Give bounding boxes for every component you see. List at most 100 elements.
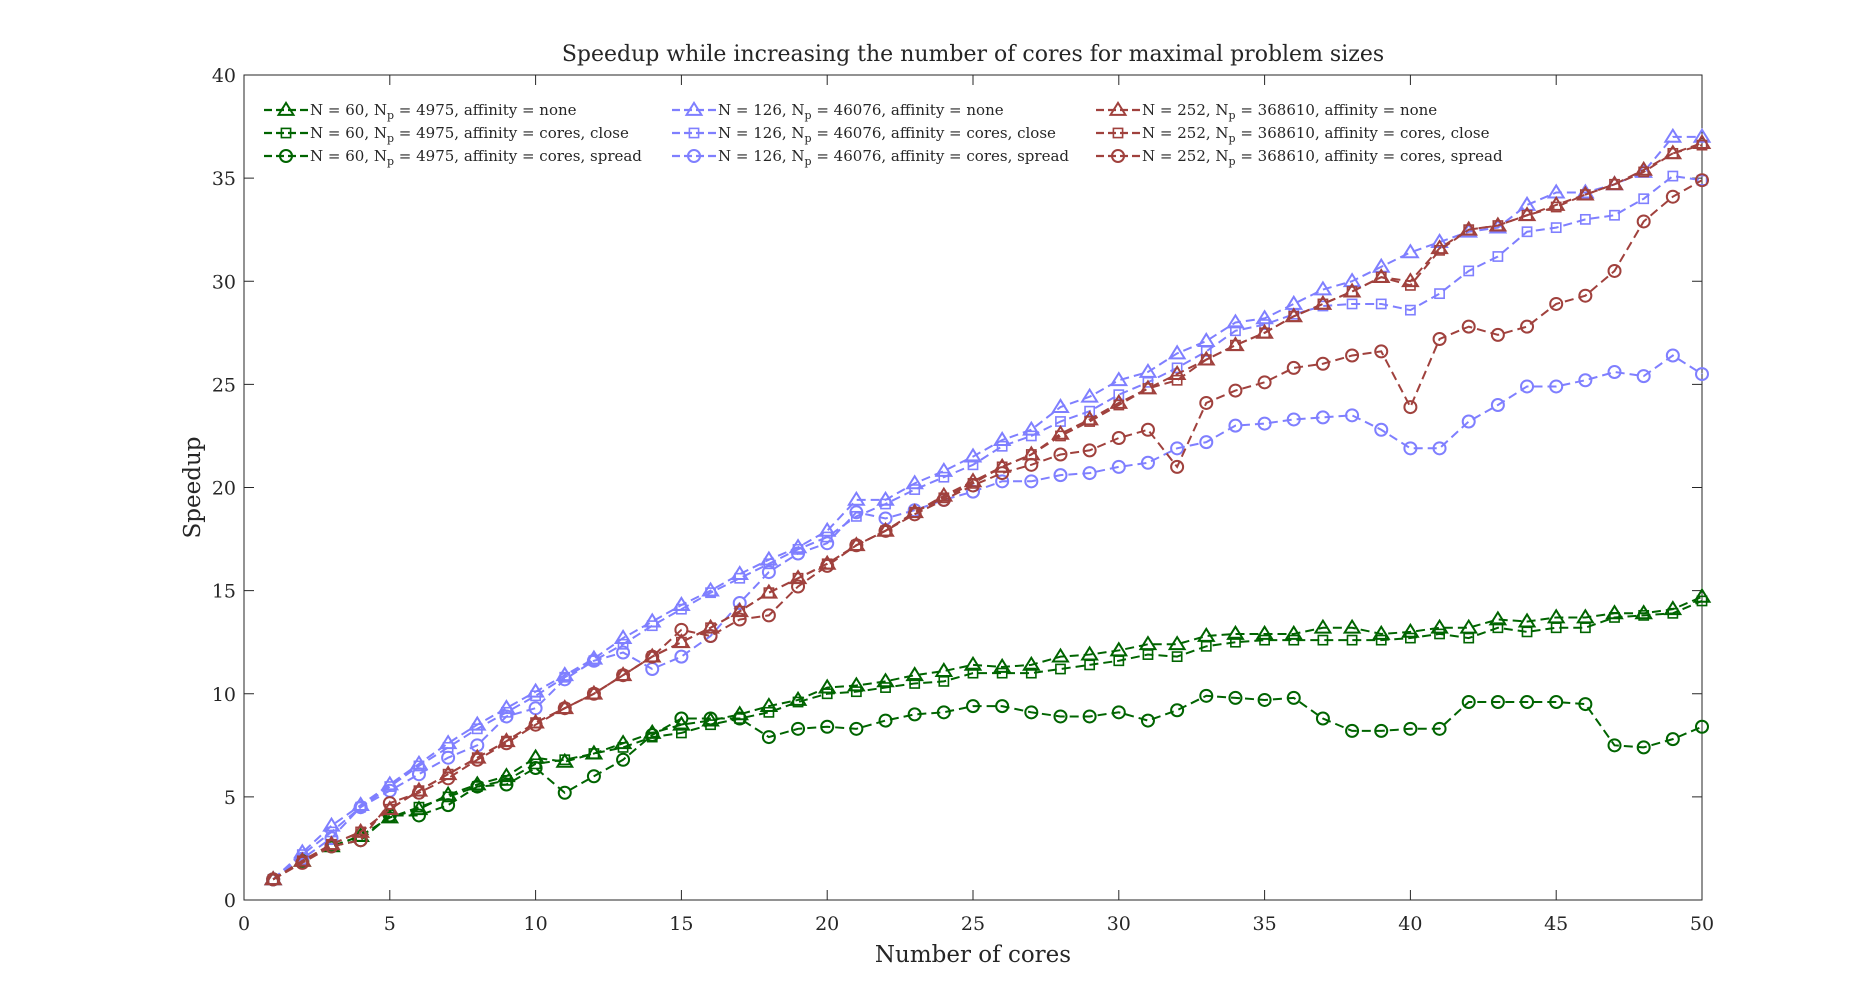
data-point: [850, 539, 862, 551]
data-point: [1607, 365, 1622, 379]
data-point: [996, 461, 1008, 473]
data-point: [1109, 371, 1129, 387]
series-line: [272, 135, 1702, 881]
data-point: [1313, 280, 1333, 296]
data-point: [1695, 719, 1709, 734]
data-point: [1170, 441, 1185, 456]
data-point: [1228, 383, 1243, 398]
data-point: [1609, 178, 1620, 190]
data-point: [791, 721, 806, 736]
data-point: [468, 775, 487, 791]
data-point: [734, 572, 746, 584]
data-point: [732, 711, 747, 726]
x-tick-label: 0: [238, 913, 250, 935]
data-point: [1638, 166, 1650, 178]
data-point: [442, 791, 454, 803]
data-point: [1696, 174, 1708, 186]
data-point: [1459, 618, 1478, 634]
data-point: [471, 723, 483, 735]
data-point: [1492, 622, 1504, 634]
data-point: [1315, 711, 1330, 726]
data-point: [820, 536, 835, 551]
data-point: [1463, 265, 1475, 277]
data-point: [1138, 362, 1158, 378]
data-point: [1259, 634, 1270, 646]
data-point: [934, 662, 954, 677]
data-point: [1024, 457, 1039, 472]
data-point: [847, 490, 866, 506]
data-point: [1230, 325, 1241, 337]
data-point: [880, 525, 891, 537]
series-layer: [263, 127, 1712, 887]
data-point: [413, 801, 425, 813]
data-point: [1461, 695, 1476, 709]
data-point: [411, 767, 426, 782]
data-point: [1375, 298, 1387, 310]
data-point: [821, 688, 833, 700]
data-point: [1634, 160, 1653, 176]
data-point: [1286, 690, 1301, 705]
data-point: [1342, 618, 1362, 634]
legend-marker: [279, 149, 293, 163]
data-point: [1579, 213, 1591, 225]
data-point: [1374, 422, 1389, 437]
data-point: [1025, 430, 1037, 442]
legend-marker: [280, 127, 292, 139]
data-point: [1665, 189, 1680, 204]
data-point: [732, 612, 747, 627]
data-point: [1024, 474, 1039, 489]
data-point: [996, 440, 1008, 452]
data-point: [963, 655, 983, 671]
y-axis-label: Speedup: [180, 437, 206, 539]
data-point: [967, 459, 979, 471]
data-point: [1345, 408, 1360, 423]
data-point: [441, 750, 456, 765]
x-tick-label: 10: [524, 913, 548, 935]
data-point: [1111, 705, 1126, 720]
data-point: [1199, 395, 1214, 410]
data-point: [1313, 618, 1333, 634]
data-point: [413, 760, 425, 772]
data-point: [1550, 622, 1562, 634]
legend-label: N = 60, Np = 4975, affinity = cores, spr…: [310, 147, 642, 168]
data-point: [1374, 344, 1389, 359]
data-point: [353, 800, 368, 815]
data-point: [759, 697, 779, 712]
x-tick-label: 50: [1690, 913, 1714, 935]
data-point: [761, 565, 776, 580]
data-point: [646, 620, 658, 632]
data-point: [1405, 304, 1416, 316]
data-point: [907, 507, 922, 522]
data-point: [559, 754, 571, 766]
data-point: [1084, 416, 1096, 427]
data-point: [996, 667, 1008, 679]
data-point: [1053, 447, 1068, 462]
data-point: [995, 699, 1010, 714]
data-point: [1461, 414, 1476, 429]
data-point: [1199, 688, 1214, 703]
data-point: [1520, 319, 1535, 334]
data-point: [763, 587, 775, 599]
data-point: [792, 572, 804, 584]
data-point: [703, 711, 718, 726]
data-point: [1200, 345, 1212, 357]
data-point: [1665, 732, 1680, 747]
data-point: [1434, 244, 1445, 256]
data-point: [1430, 618, 1449, 634]
data-point: [675, 727, 687, 739]
data-point: [1403, 721, 1418, 736]
data-point: [992, 657, 1012, 673]
data-point: [1257, 375, 1272, 390]
data-point: [1259, 327, 1270, 339]
legend-marker: [1111, 149, 1125, 163]
data-point: [1259, 319, 1270, 330]
data-point: [1490, 398, 1505, 412]
y-tick-label: 15: [212, 581, 236, 603]
data-point: [1549, 379, 1564, 394]
series-8: [267, 139, 1708, 885]
data-point: [763, 558, 775, 570]
data-point: [1113, 399, 1125, 411]
